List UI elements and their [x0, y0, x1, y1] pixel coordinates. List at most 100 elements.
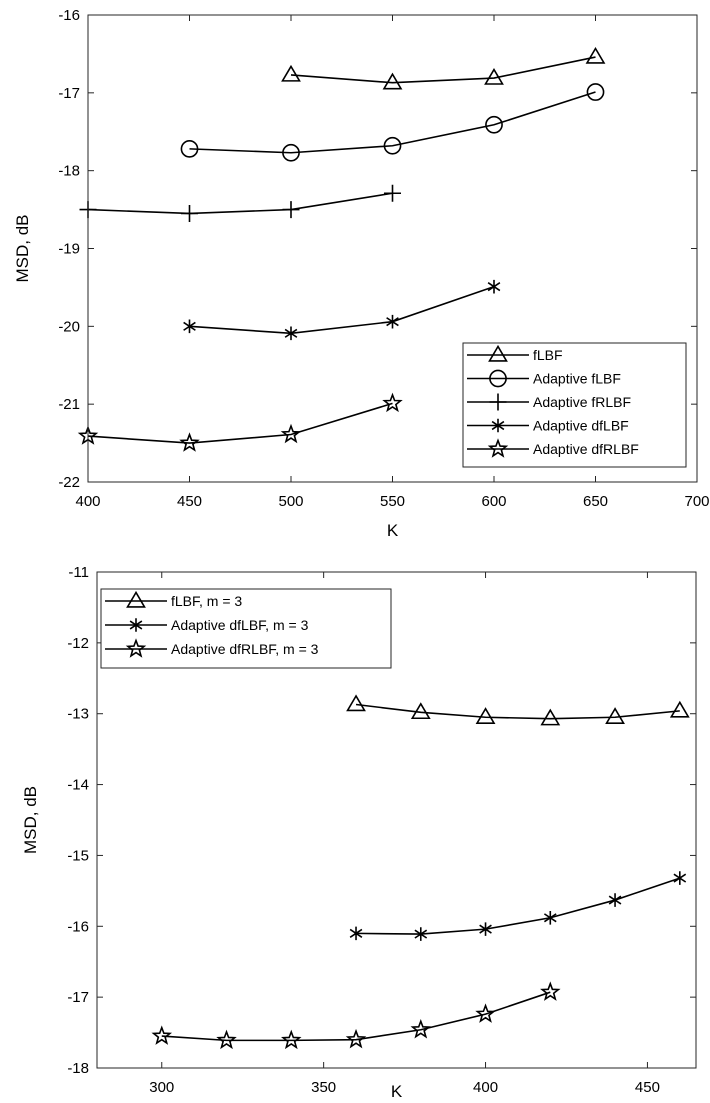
data-point — [280, 423, 302, 444]
y-tick-label: -14 — [67, 777, 89, 794]
legend-label: fLBF, m = 3 — [171, 593, 242, 609]
y-tick-label: -13 — [67, 706, 89, 723]
data-point — [540, 981, 561, 1001]
series-adaptive-dfrlbf-m-3 — [151, 981, 561, 1050]
x-axis-label: K — [391, 1082, 403, 1101]
x-tick-label: 400 — [473, 1079, 498, 1096]
data-point — [475, 1003, 496, 1023]
data-point — [673, 871, 687, 885]
legend-marker — [125, 638, 147, 658]
series-line — [189, 91, 596, 154]
legend-label: Adaptive dfLBF, m = 3 — [171, 617, 309, 633]
x-tick-label: 500 — [278, 493, 303, 510]
data-point — [179, 432, 200, 452]
series-line — [356, 877, 681, 935]
legend-marker — [489, 369, 507, 388]
y-tick-label: -21 — [58, 396, 80, 413]
data-point — [284, 326, 298, 341]
data-point — [281, 64, 301, 82]
data-point — [585, 46, 606, 64]
data-point — [382, 392, 403, 413]
legend-label: fLBF — [533, 347, 563, 363]
x-tick-label: 450 — [177, 493, 202, 510]
legend-marker — [488, 344, 508, 362]
data-point — [281, 1029, 302, 1050]
data-point — [608, 893, 622, 907]
legend-box — [100, 588, 392, 669]
data-point — [487, 279, 501, 294]
data-point — [605, 707, 625, 725]
legend-label: Adaptive fLBF — [533, 371, 621, 387]
data-point — [485, 115, 503, 134]
x-tick-label: 550 — [380, 493, 405, 510]
data-point — [475, 707, 496, 725]
data-point — [410, 1018, 432, 1039]
data-point — [282, 143, 300, 162]
series-flbf-m-3 — [346, 694, 690, 726]
data-point — [349, 926, 363, 941]
legend-label: Adaptive dfRLBF, m = 3 — [171, 641, 319, 657]
y-tick-label: -20 — [58, 318, 80, 335]
legend: fLBF Adaptive fLBF Adaptive fRLBF Adaptive … — [462, 342, 687, 468]
data-point — [181, 204, 198, 222]
x-tick-label: 350 — [311, 1079, 336, 1096]
series-adaptive-dflbf-m-3 — [349, 871, 687, 941]
data-point — [216, 1029, 237, 1050]
chart-2: 300 350 400 450 -18 -17 -16 -15 -14 -13 -12 -11 K MSD… — [21, 564, 697, 1101]
y-tick-label: -11 — [68, 564, 89, 581]
data-point — [543, 910, 557, 925]
data-point — [414, 927, 428, 941]
y-tick-label: -16 — [58, 7, 80, 24]
data-point — [586, 83, 605, 101]
y-tick-label: -18 — [67, 1060, 89, 1077]
data-point — [183, 319, 196, 334]
data-point — [410, 702, 431, 720]
series-flbf — [281, 46, 606, 90]
axes-box — [96, 571, 697, 1069]
y-axis-label: MSD, dB — [13, 214, 32, 282]
y-axis-label: MSD, dB — [21, 786, 40, 854]
legend-marker — [129, 618, 143, 632]
x-tick-label: 400 — [75, 493, 100, 510]
y-tick-label: -18 — [58, 163, 80, 180]
data-point — [282, 201, 300, 219]
data-point — [345, 1028, 367, 1049]
data-point — [540, 708, 561, 726]
x-tick-label: 450 — [635, 1079, 660, 1096]
legend-label: Adaptive dfLBF — [533, 418, 629, 434]
y-tick-label: -16 — [67, 918, 89, 935]
series-line — [87, 192, 393, 215]
y-tick-label: -17 — [58, 85, 80, 102]
x-axis-label: K — [387, 521, 399, 540]
legend-marker — [489, 393, 507, 411]
x-tick-label: 600 — [481, 493, 506, 510]
y-tick-label: -17 — [67, 989, 89, 1006]
data-point — [382, 72, 403, 90]
data-point — [386, 314, 399, 329]
y-tick-label: -19 — [58, 241, 80, 258]
legend-marker — [491, 418, 505, 433]
series-line — [189, 285, 495, 335]
y-tick-label: -12 — [67, 635, 89, 652]
data-point — [479, 922, 492, 936]
legend-label: Adaptive fRLBF — [533, 394, 631, 410]
data-point — [346, 694, 366, 712]
legend-label: Adaptive dfRLBF — [533, 441, 639, 457]
series-adaptive-flbf — [180, 83, 605, 162]
data-point — [180, 139, 199, 158]
legend-marker — [126, 590, 146, 608]
legend: fLBF, m = 3 Adaptive dfLBF, m = 3 Adaptive… — [100, 588, 392, 669]
axes-box — [87, 14, 698, 483]
series-adaptive-dflbf — [183, 279, 501, 341]
series-line — [355, 703, 680, 720]
data-point — [383, 136, 402, 155]
data-point — [669, 700, 690, 718]
series-line — [290, 56, 596, 84]
x-tick-label: 650 — [583, 493, 608, 510]
data-point — [384, 184, 401, 202]
x-tick-label: 700 — [684, 493, 709, 510]
y-tick-label: -15 — [67, 847, 89, 864]
legend-marker — [487, 438, 509, 458]
data-point — [151, 1025, 173, 1045]
